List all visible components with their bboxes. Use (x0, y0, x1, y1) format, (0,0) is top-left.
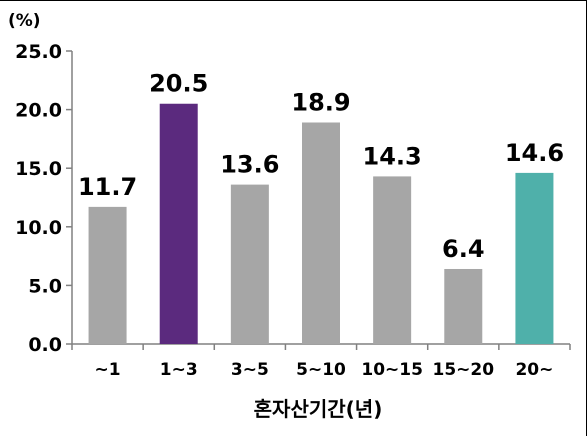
top-border (0, 0, 587, 1)
y-tick-label: 5.0 (28, 275, 62, 297)
x-tick-label: 10~15 (361, 360, 423, 380)
y-tick-label: 20.0 (15, 100, 62, 122)
x-tick-label: 20~ (515, 360, 553, 380)
bar-value-label: 6.4 (442, 235, 485, 263)
bar (88, 206, 127, 344)
x-axis-title: 혼자산기간(년) (254, 397, 383, 421)
x-tick-label: 15~20 (433, 360, 495, 380)
y-tick-label: 0.0 (28, 334, 62, 356)
x-tick-label: 5~10 (296, 360, 346, 380)
bar (373, 176, 412, 344)
bar-value-label: 11.7 (78, 173, 137, 201)
bar (230, 184, 269, 344)
bar-layer (88, 103, 554, 345)
bar (515, 172, 554, 344)
bar-value-label: 13.6 (220, 151, 279, 179)
label-layer: 11.7 ~1 20.5 1~3 13.6 3~5 18.9 5~10 14.3 10~15 6.4… (78, 70, 564, 380)
y-tick-label: 25.0 (15, 41, 62, 63)
bar-value-label: 14.6 (505, 139, 564, 167)
y-tick-label: 10.0 (15, 217, 62, 239)
bar (159, 103, 198, 345)
bar-value-label: 14.3 (363, 142, 422, 170)
y-unit-label: (%) (8, 11, 41, 31)
axis-layer: 0.0 5.0 10.0 15.0 20.0 25.0 (15, 41, 571, 356)
bar-value-label: 18.9 (291, 88, 350, 116)
bar (302, 122, 340, 344)
bar (444, 268, 483, 344)
y-tick-label: 15.0 (15, 158, 62, 180)
x-tick-label: 3~5 (231, 360, 269, 380)
x-tick-label: ~1 (95, 360, 121, 380)
x-tick-label: 1~3 (160, 360, 198, 380)
bar-value-label: 20.5 (149, 70, 208, 98)
